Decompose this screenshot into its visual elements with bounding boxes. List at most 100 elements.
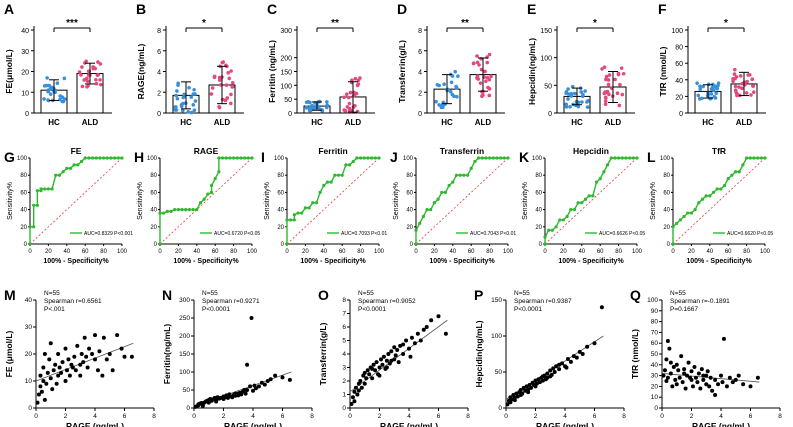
- scatter-point: [81, 360, 86, 365]
- roc-point: [598, 177, 602, 181]
- y-tick-label: 80: [20, 173, 27, 179]
- roc-title: FE: [71, 146, 82, 156]
- scatter-point: [75, 343, 80, 348]
- y-tick-label: 100: [540, 56, 552, 63]
- scatter-point: [696, 371, 701, 376]
- data-point: [347, 101, 352, 106]
- scatter-point: [665, 375, 670, 380]
- data-point: [487, 52, 492, 57]
- scatter-point: [60, 360, 65, 365]
- stat-line: P<0.0001: [358, 306, 386, 313]
- scatter-point: [577, 349, 582, 354]
- scatter-point: [680, 380, 685, 385]
- y-tick-label: 60: [663, 190, 670, 196]
- y-tick-label: 40: [25, 297, 33, 304]
- panel-letter: F: [658, 1, 667, 17]
- scatter-point: [384, 365, 389, 370]
- scatter-point: [724, 384, 729, 389]
- y-axis-label: Sensitivity%: [650, 182, 657, 220]
- scatter-panel-o: O 0 2 4 6 8 0 1 2 3 4 5 6 7 8 Transferrin(g/L) RAGE (ng/…: [318, 287, 470, 427]
- roc-point: [39, 187, 43, 191]
- x-tick-label: 8: [622, 413, 626, 420]
- roc-point: [756, 156, 760, 160]
- data-point: [617, 103, 622, 108]
- scatter-point: [248, 384, 253, 389]
- roc-point: [300, 211, 304, 215]
- roc-point: [61, 170, 65, 174]
- data-point: [487, 93, 492, 98]
- scatter-point: [63, 346, 68, 351]
- y-tick-label: 40: [663, 208, 670, 214]
- y-tick-label: 150: [280, 70, 292, 77]
- data-point: [605, 90, 610, 95]
- data-point: [698, 84, 702, 89]
- data-point: [356, 82, 361, 86]
- scatter-point: [101, 335, 106, 340]
- scatter-point: [42, 352, 47, 356]
- scatter-point: [412, 341, 417, 346]
- data-point: [603, 95, 608, 100]
- x-tick-label: 2: [378, 413, 382, 420]
- roc-title: Transferrin: [440, 146, 484, 156]
- scatter-point: [392, 345, 397, 350]
- sig-label: *: [593, 18, 597, 29]
- scatter-point: [532, 382, 537, 387]
- x-tick-label: 6: [123, 413, 127, 420]
- data-point: [737, 85, 741, 89]
- data-point: [354, 91, 359, 96]
- roc-point: [68, 166, 73, 170]
- y-tick-label: 0: [539, 242, 543, 248]
- stat-line: Spearman r=-0.1891: [670, 298, 730, 305]
- roc-point: [94, 156, 98, 160]
- data-point: [345, 105, 350, 109]
- y-axis-label: Transferrin(g/L): [318, 322, 328, 385]
- roc-point: [565, 214, 569, 219]
- data-point: [455, 94, 459, 99]
- roc-title: Ferritin: [318, 146, 347, 156]
- scatter-point: [727, 375, 732, 380]
- scatter-point: [44, 381, 49, 386]
- data-point: [189, 95, 194, 99]
- panel-letter: M: [4, 287, 16, 303]
- data-point: [751, 90, 756, 94]
- y-axis-label: Ferritin (ng/mL): [267, 40, 277, 103]
- x-axis-label: RAGE (ng/mL): [380, 421, 438, 427]
- scatter-point: [365, 368, 370, 373]
- data-point: [483, 69, 487, 74]
- roc-point: [314, 201, 319, 205]
- scatter-point: [63, 379, 68, 383]
- y-axis-label: TfR (nmol/L): [630, 329, 640, 379]
- roc-point: [285, 242, 289, 246]
- y-tick-label: 50: [651, 351, 659, 358]
- scatter-point: [599, 305, 604, 310]
- scatter-point: [704, 373, 709, 378]
- scatter-point: [701, 377, 706, 382]
- scatter-point: [243, 391, 248, 396]
- y-tick-label: 80: [675, 45, 683, 52]
- data-point: [229, 92, 233, 97]
- bar-panel-a: A 0 10 20 30 40 FE(μmol/L) HC ALD ***: [4, 1, 112, 127]
- data-point: [46, 89, 50, 93]
- x-tick-label: 2: [222, 413, 226, 420]
- roc-point: [217, 170, 221, 174]
- data-point: [192, 87, 196, 92]
- scatter-point: [396, 360, 401, 365]
- roc-point: [76, 163, 80, 167]
- scatter-point: [552, 370, 557, 374]
- y-tick-label: 80: [277, 173, 284, 179]
- roc-point: [759, 156, 763, 160]
- bar-panel-d: D 0 2 4 6 8 Transferrin(g/L) HC ALD **: [397, 1, 505, 127]
- scatter-point: [45, 370, 50, 375]
- roc-point: [162, 211, 166, 215]
- y-tick-label: 100: [280, 83, 292, 90]
- y-tick-label: 20: [406, 225, 413, 231]
- roc-point: [307, 206, 311, 210]
- roc-point: [697, 201, 701, 205]
- y-tick-label: 90: [651, 308, 659, 315]
- data-point: [481, 93, 485, 97]
- roc-point: [484, 156, 488, 160]
- x-tick-label: 80: [100, 249, 107, 255]
- x-tick-label: 0: [158, 249, 162, 255]
- data-point: [227, 76, 232, 81]
